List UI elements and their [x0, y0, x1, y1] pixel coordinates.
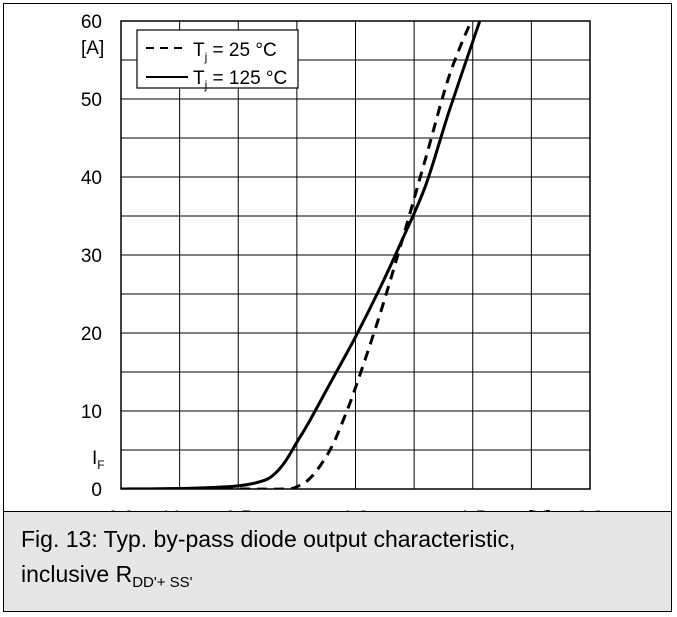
y-tick-label: 20 [81, 324, 102, 345]
legend-entry-25c-prefix: T [193, 40, 205, 61]
legend-entry-25c: Tj = 25 °C [193, 40, 277, 64]
y-axis-symbol-sub: F [97, 458, 104, 472]
series-group [121, 21, 482, 489]
caption-line-2-prefix: inclusive R [21, 561, 133, 587]
legend-entry-125c: Tj = 125 °C [193, 68, 287, 92]
tick-labels: 0 10 20 30 40 50 60 [81, 12, 102, 501]
y-tick-label: 0 [91, 480, 102, 501]
y-tick-label: 30 [81, 246, 102, 267]
legend-entry-125c-suffix: = 125 °C [207, 68, 287, 89]
plot-area-border [120, 20, 591, 490]
figure-caption: Fig. 13: Typ. by-pass diode output chara… [3, 511, 672, 612]
legend-entry-125c-prefix: T [193, 68, 205, 89]
y-axis-symbol-main: I [92, 448, 97, 469]
caption-line-2-sub: DD'+ SS' [132, 574, 193, 591]
y-tick-label: 60 [81, 12, 102, 33]
series-line-tj-125c [121, 21, 482, 489]
grid-lines [121, 21, 590, 489]
legend-box [136, 29, 299, 89]
y-axis-symbol: IF [92, 448, 105, 472]
y-tick-label: 50 [81, 90, 102, 111]
y-tick-label: 10 [81, 402, 102, 423]
series-line-tj-25c [121, 21, 473, 489]
legend-entry-25c-sub: j [204, 50, 208, 64]
caption-line-1: Fig. 13: Typ. by-pass diode output chara… [21, 526, 516, 552]
legend-entry-125c-sub: j [204, 78, 208, 92]
legend-entry-25c-suffix: = 25 °C [207, 40, 276, 61]
figure-frame [3, 3, 672, 612]
y-tick-label: 40 [81, 168, 102, 189]
y-unit-label: [A] [81, 38, 104, 59]
legend: Tj = 25 °C Tj = 125 °C [136, 29, 299, 92]
caption-line-2: inclusive RDD'+ SS' [21, 557, 671, 600]
forward-characteristic-chart: 0 10 20 30 40 50 60 [A] IF Tj = 25 °C Tj = 125… [81, 12, 591, 501]
